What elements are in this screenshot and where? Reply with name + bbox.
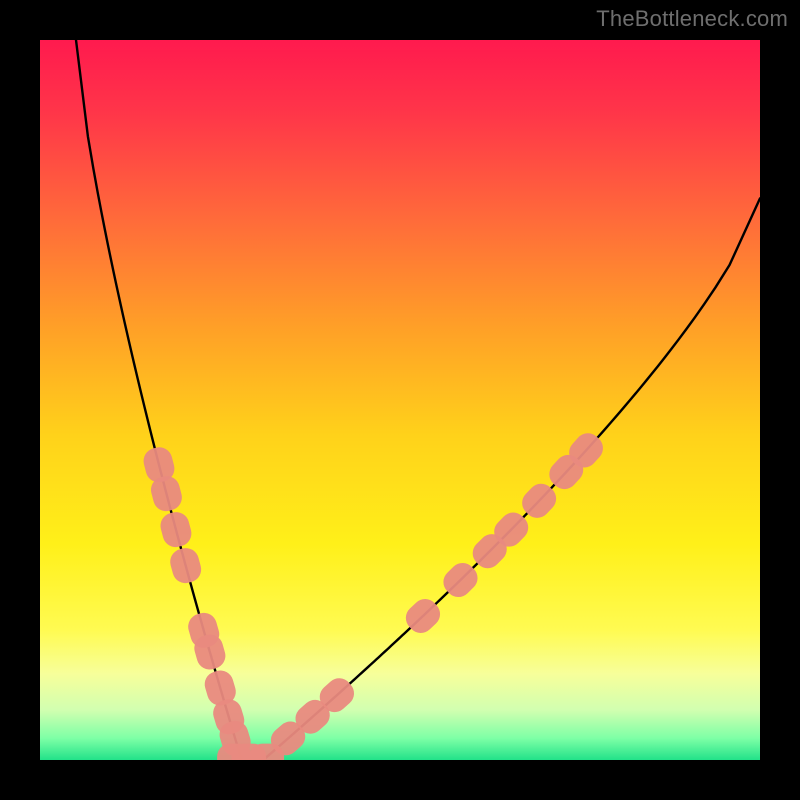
watermark-text: TheBottleneck.com [596,6,788,32]
gradient-background [40,40,760,760]
chart-svg [40,40,760,760]
outer-frame: TheBottleneck.com [0,0,800,800]
plot-area [40,40,760,760]
